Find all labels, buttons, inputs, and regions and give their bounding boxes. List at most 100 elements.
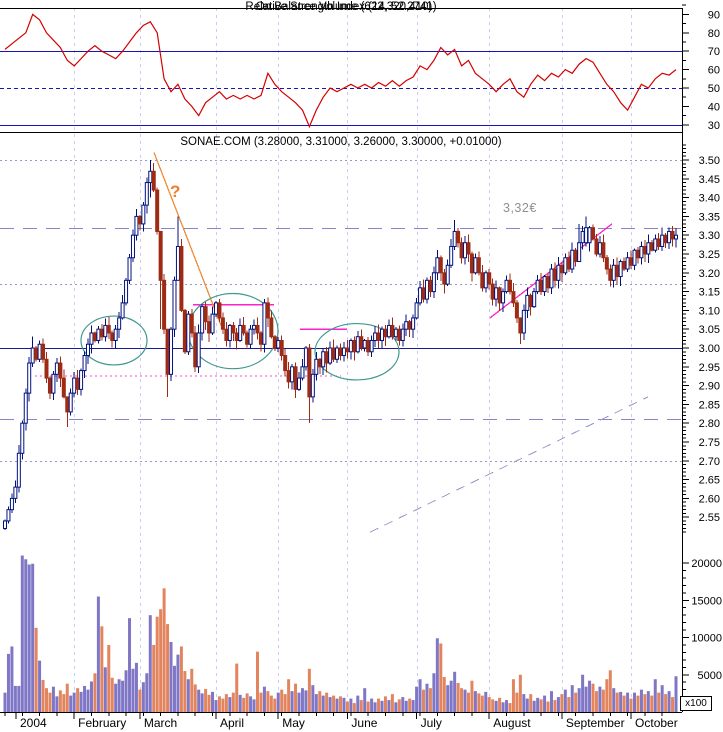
candle-down	[331, 347, 336, 360]
candle-down	[217, 302, 222, 319]
volume-bar	[615, 692, 619, 712]
volume-bar	[556, 697, 560, 712]
axes: 30 40 50 60 70 80 90 2.55 2.60 2.65 2.70 2.75 2.80 2.…	[0, 4, 722, 730]
candle-down	[622, 261, 627, 270]
candle-down	[245, 332, 250, 345]
candle-up	[252, 324, 257, 330]
volume-bar	[211, 691, 215, 712]
volume-bar	[508, 703, 512, 712]
volume-bar	[629, 698, 633, 712]
candle-down	[559, 264, 564, 274]
rsi-tick-label: 90	[708, 9, 720, 21]
volume-bar	[581, 674, 585, 712]
volume-bar	[570, 685, 574, 712]
volume-bar	[138, 689, 142, 712]
candle-down	[552, 268, 557, 281]
price-tick-label: 3.45	[699, 174, 720, 186]
candle-up	[51, 373, 56, 394]
candle-down	[283, 355, 288, 372]
x-axis-month-label: February	[78, 716, 126, 730]
x-axis-month-label: June	[351, 716, 377, 730]
candle-up	[355, 336, 360, 353]
candle-down	[224, 328, 229, 341]
candle-up	[103, 324, 108, 338]
volume-bar	[539, 699, 543, 712]
volume-bar	[3, 692, 7, 712]
candle-up	[341, 347, 346, 357]
candle-down	[442, 272, 447, 285]
volume-bar	[72, 692, 76, 712]
rsi-tick-label: 80	[708, 28, 720, 40]
candle-down	[234, 332, 239, 341]
candle-up	[646, 242, 651, 255]
rsi-tick-label: 40	[708, 101, 720, 113]
volume-bar	[449, 680, 453, 712]
volume-bar	[650, 695, 654, 712]
volume-bar	[563, 689, 567, 712]
volume-bar	[446, 685, 450, 712]
volume-bar	[345, 701, 349, 712]
candle-up	[172, 279, 177, 330]
volume-bar	[34, 627, 38, 712]
candle-up	[27, 362, 32, 394]
candle-down	[514, 302, 519, 319]
price-tick-label: 2.90	[699, 381, 720, 393]
candle-up	[521, 309, 526, 334]
volume-bar	[10, 646, 14, 712]
price-tick-label: 2.80	[699, 418, 720, 430]
volume-bars	[3, 555, 678, 712]
candle-up	[213, 302, 218, 315]
candle-down	[272, 336, 277, 349]
candle-up	[127, 257, 132, 281]
candle-up	[449, 245, 454, 266]
candle-down	[58, 362, 63, 379]
candle-down	[459, 242, 464, 259]
volume-bar	[546, 701, 550, 712]
candle-down	[324, 351, 329, 364]
rsi-tick-label: 60	[708, 65, 720, 77]
volume-bar	[480, 695, 484, 712]
volume-bar	[653, 679, 657, 712]
volume-bar	[183, 671, 187, 712]
candle-down	[203, 306, 208, 323]
volume-bar	[498, 697, 502, 712]
x-axis-month-label: March	[144, 716, 177, 730]
volume-bar	[238, 694, 242, 712]
volume-bar	[536, 697, 540, 712]
volume-bar	[41, 679, 45, 712]
volume-bar	[110, 677, 114, 712]
candle-down	[497, 287, 502, 304]
volume-bar	[197, 689, 201, 712]
volume-bar	[484, 691, 488, 712]
candle-up	[580, 230, 585, 244]
x-axis-month-label: July	[421, 716, 442, 730]
volume-bar	[152, 644, 156, 712]
volume-bar	[89, 681, 93, 712]
volume-bar	[300, 688, 304, 712]
x-axis-month-label: 2004	[20, 716, 47, 730]
obv-title: On Balance Volume (622,320,410)	[255, 1, 433, 13]
candlestick-series	[3, 160, 679, 530]
candle-up	[54, 362, 59, 375]
volume-bar	[387, 700, 391, 712]
volume-bar	[608, 670, 612, 712]
candle-down	[642, 245, 647, 255]
candle-down	[258, 332, 263, 345]
price-tick-label: 2.75	[699, 437, 720, 449]
candle-up	[290, 366, 295, 383]
volume-bar	[411, 700, 415, 712]
candle-up	[483, 272, 488, 289]
candle-down	[44, 358, 49, 379]
volume-bar	[401, 697, 405, 712]
candle-up	[30, 347, 35, 364]
volume-bar	[145, 673, 149, 712]
candle-down	[546, 276, 551, 289]
candle-down	[41, 343, 46, 360]
volume-bar	[159, 609, 163, 712]
volume-bar	[567, 697, 571, 712]
x-axis-month-label: August	[493, 716, 531, 730]
candle-up	[445, 264, 450, 285]
volume-bar	[477, 693, 481, 712]
candle-up	[549, 268, 554, 289]
